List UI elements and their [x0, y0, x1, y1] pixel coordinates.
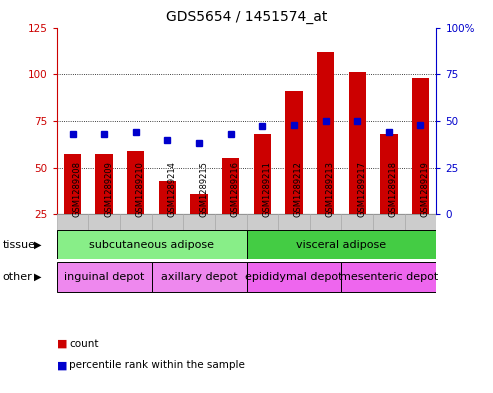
- Text: GSM1289218: GSM1289218: [389, 161, 398, 217]
- Bar: [152, 214, 183, 250]
- Bar: [380, 134, 397, 261]
- Bar: [215, 214, 246, 250]
- Bar: [190, 194, 208, 261]
- Bar: [246, 262, 341, 292]
- Bar: [412, 78, 429, 261]
- Bar: [246, 230, 436, 259]
- Bar: [405, 214, 436, 250]
- Bar: [152, 262, 246, 292]
- Bar: [278, 214, 310, 250]
- Text: GSM1289208: GSM1289208: [72, 161, 81, 217]
- Text: tissue: tissue: [2, 240, 35, 250]
- Text: ■: ■: [57, 360, 67, 371]
- Bar: [285, 91, 303, 261]
- Bar: [253, 134, 271, 261]
- Bar: [57, 214, 88, 250]
- Bar: [183, 214, 215, 250]
- Text: GSM1289210: GSM1289210: [136, 161, 145, 217]
- Bar: [341, 214, 373, 250]
- Text: ▶: ▶: [34, 272, 41, 282]
- Bar: [159, 180, 176, 261]
- Bar: [127, 151, 144, 261]
- Text: GSM1289219: GSM1289219: [421, 161, 429, 217]
- Bar: [246, 214, 278, 250]
- Text: inguinal depot: inguinal depot: [64, 272, 144, 282]
- Text: GSM1289213: GSM1289213: [325, 161, 335, 217]
- Text: epididymal depot: epididymal depot: [245, 272, 343, 282]
- Text: GSM1289209: GSM1289209: [104, 161, 113, 217]
- Text: ▶: ▶: [34, 240, 41, 250]
- Bar: [96, 154, 113, 261]
- Text: other: other: [2, 272, 32, 282]
- Text: count: count: [69, 339, 99, 349]
- Text: GSM1289211: GSM1289211: [262, 161, 271, 217]
- Bar: [341, 262, 436, 292]
- Bar: [317, 52, 334, 261]
- Text: axillary depot: axillary depot: [161, 272, 237, 282]
- Text: GSM1289216: GSM1289216: [231, 161, 240, 217]
- Bar: [310, 214, 341, 250]
- Text: visceral adipose: visceral adipose: [296, 240, 387, 250]
- Bar: [64, 154, 81, 261]
- Text: subcutaneous adipose: subcutaneous adipose: [89, 240, 214, 250]
- Text: GSM1289217: GSM1289217: [357, 161, 366, 217]
- Bar: [57, 262, 152, 292]
- Bar: [373, 214, 405, 250]
- Text: mesenteric depot: mesenteric depot: [340, 272, 438, 282]
- Bar: [222, 158, 240, 261]
- Bar: [120, 214, 152, 250]
- Bar: [88, 214, 120, 250]
- Text: GSM1289212: GSM1289212: [294, 161, 303, 217]
- Text: percentile rank within the sample: percentile rank within the sample: [69, 360, 245, 371]
- Text: GSM1289215: GSM1289215: [199, 161, 208, 217]
- Text: ■: ■: [57, 339, 67, 349]
- Bar: [57, 230, 246, 259]
- Bar: [349, 72, 366, 261]
- Text: GDS5654 / 1451574_at: GDS5654 / 1451574_at: [166, 10, 327, 24]
- Text: GSM1289214: GSM1289214: [168, 161, 176, 217]
